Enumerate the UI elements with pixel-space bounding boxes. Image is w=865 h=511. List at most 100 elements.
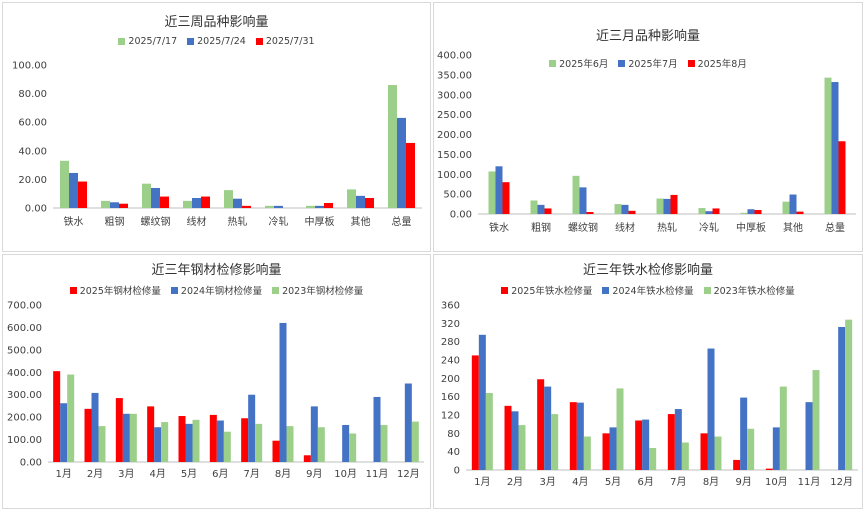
- bar: [712, 208, 720, 214]
- legend-swatch: [549, 59, 557, 67]
- chart-legend: 2025年铁水检修量 2024年铁水检修量 2023年铁水检修量: [434, 283, 862, 297]
- bar: [84, 408, 92, 462]
- legend-label: 2025年铁水检修量: [511, 286, 593, 297]
- bar: [306, 205, 315, 208]
- bar: [129, 413, 137, 462]
- bar: [272, 440, 280, 462]
- bar: [576, 402, 584, 470]
- bar: [192, 197, 201, 208]
- bar: [160, 196, 169, 208]
- x-tick-label: 其他: [351, 215, 371, 228]
- bar: [315, 205, 324, 208]
- bar: [178, 416, 186, 462]
- bar: [365, 197, 374, 208]
- bar: [518, 425, 526, 470]
- bar: [223, 431, 231, 462]
- bar: [201, 196, 210, 208]
- legend-item: 2025年8月: [687, 56, 747, 70]
- bar: [583, 436, 591, 470]
- legend-label: 2025年6月: [559, 59, 609, 70]
- chart-panel-monthly: 近三月品种影响量 2025年6月 2025年7月 2025年8月 0.00 50.…: [433, 2, 863, 252]
- legend-label: 2025年钢材检修量: [79, 286, 161, 297]
- bar: [537, 204, 545, 214]
- bar: [602, 433, 610, 470]
- bar: [495, 166, 503, 214]
- x-tick-label: 3月: [118, 468, 134, 480]
- bar: [216, 420, 224, 462]
- bar: [656, 198, 664, 214]
- x-tick-label: 粗钢: [531, 221, 551, 234]
- bar: [60, 403, 68, 462]
- y-tick-label: 0.00: [25, 204, 47, 215]
- legend-item: 2025/7/31: [255, 36, 315, 47]
- legend-item: 2025年铁水检修量: [501, 283, 592, 297]
- chart-legend: 2025年钢材检修量 2024年钢材检修量 2023年钢材检修量: [3, 283, 430, 297]
- y-tick-label: 40: [447, 447, 460, 458]
- chart-panel-steel-maintenance: 近三年钢材检修影响量 2025年钢材检修量 2024年钢材检修量 2023年钢材…: [2, 254, 431, 509]
- x-tick-label: 10月: [334, 468, 357, 480]
- bar: [789, 194, 797, 214]
- bar: [147, 406, 155, 462]
- bar: [488, 171, 496, 214]
- bar: [224, 190, 233, 208]
- x-tick-label: 3月: [539, 476, 555, 488]
- bar: [53, 371, 61, 462]
- bar: [707, 348, 715, 470]
- y-tick-label: 0.00: [450, 210, 472, 221]
- y-tick-label: 400.00: [7, 368, 42, 379]
- bar: [649, 448, 657, 470]
- bar: [91, 392, 99, 462]
- legend-label: 2024年钢材检修量: [180, 286, 263, 297]
- bar: [265, 205, 274, 208]
- y-tick-label: 0.00: [20, 458, 42, 469]
- y-tick-label: 280: [441, 337, 460, 348]
- bar: [286, 426, 294, 462]
- y-tick-label: 80: [447, 429, 460, 440]
- bar: [60, 160, 69, 208]
- bar: [845, 319, 853, 470]
- bar: [317, 427, 325, 462]
- legend-swatch: [272, 286, 280, 294]
- bar: [471, 355, 479, 470]
- legend-swatch: [118, 38, 126, 45]
- y-tick-label: 80.00: [18, 89, 47, 100]
- bar: [579, 187, 587, 214]
- x-tick-label: 8月: [703, 476, 719, 488]
- y-tick-label: 400.00: [437, 51, 472, 62]
- bar-chart-weekly: 0.00 20.00 40.00 60.00 80.00 100.00 铁水 粗钢 螺纹钢 线材 热…: [12, 61, 422, 228]
- bar: [779, 386, 787, 470]
- bar: [614, 204, 622, 214]
- y-tick-label: 50.00: [443, 190, 472, 201]
- bar-chart-monthly: 0.00 50.00 100.00 150.00 200.00 250.00 300.00 3…: [437, 51, 856, 234]
- x-tick-label: 冷轧: [269, 215, 289, 228]
- x-tick-label: 1月: [474, 476, 490, 488]
- legend-swatch: [602, 286, 610, 294]
- bar: [69, 172, 78, 208]
- bar: [544, 386, 552, 470]
- bar-chart-iron-maintenance: 0 40 80 120 160 200 240 280 320 360 1月 2月 3月 4月 5月 6月 7月…: [441, 301, 858, 488]
- y-tick-label: 160: [441, 392, 460, 403]
- bar: [279, 322, 287, 462]
- legend-label: 2025年7月: [628, 59, 678, 70]
- y-tick-label: 360: [441, 301, 460, 312]
- bar: [248, 394, 256, 462]
- y-tick-label: 500.00: [7, 345, 42, 356]
- legend-item: 2025/7/17: [118, 36, 177, 47]
- y-tick-label: 100.00: [12, 61, 47, 72]
- bar: [161, 422, 169, 462]
- y-tick-label: 120: [441, 411, 460, 422]
- bar: [502, 182, 510, 214]
- legend-item: 2025年6月: [549, 56, 608, 70]
- chart-legend: 2025年6月 2025年7月 2025年8月: [434, 56, 862, 70]
- bar: [642, 419, 650, 470]
- bar: [310, 406, 318, 462]
- bar: [115, 398, 123, 462]
- y-tick-label: 300.00: [437, 90, 472, 101]
- bar: [754, 210, 762, 214]
- bar: [782, 201, 790, 214]
- legend-label: 2023年铁水检修量: [713, 286, 795, 297]
- bar: [397, 117, 406, 208]
- bar: [831, 82, 839, 214]
- x-tick-label: 6月: [637, 476, 653, 488]
- bar: [670, 194, 678, 214]
